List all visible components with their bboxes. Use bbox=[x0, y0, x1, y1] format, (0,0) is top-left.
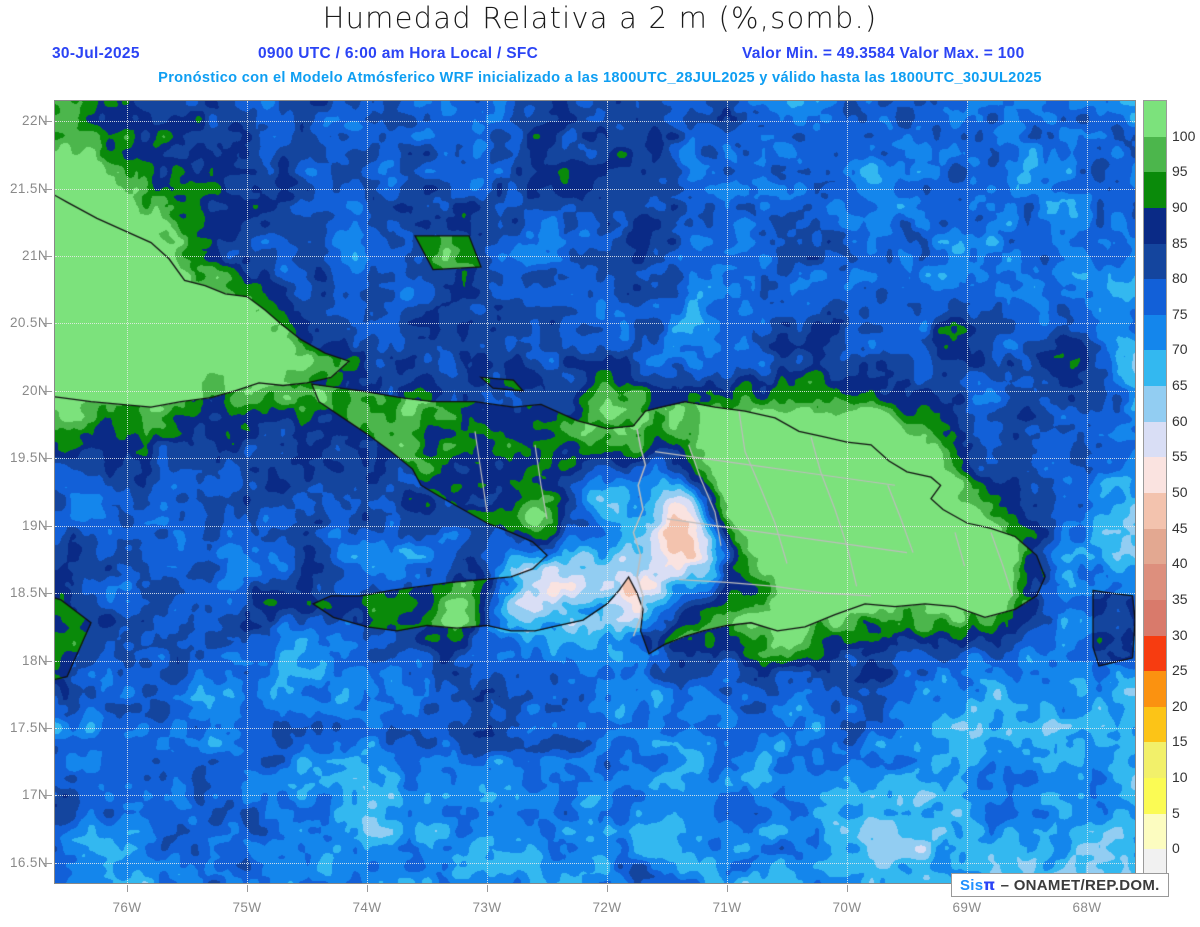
lat-tick-label: 19.5N bbox=[9, 450, 48, 466]
lon-tick-mark bbox=[847, 885, 848, 892]
lat-tick-label: 22N bbox=[22, 113, 48, 129]
colorbar-band bbox=[1144, 350, 1166, 387]
colorbar-tick-label: 0 bbox=[1172, 840, 1180, 857]
lon-tick-label: 69W bbox=[952, 900, 982, 915]
colorbar-band bbox=[1144, 599, 1166, 637]
colorbar-tick-label: 35 bbox=[1172, 590, 1188, 607]
lat-tick-mark bbox=[44, 525, 52, 527]
valid-time-label: 0900 UTC / 6:00 am Hora Local / SFC bbox=[258, 45, 539, 62]
colorbar-tick-label: 45 bbox=[1172, 519, 1188, 536]
lon-tick-mark bbox=[727, 885, 728, 892]
colorbar-tick-label: 50 bbox=[1172, 484, 1188, 500]
colorbar-band bbox=[1144, 279, 1166, 316]
chart-header: Humedad Relativa a 2 m (%,somb.) 30-Jul-… bbox=[0, 0, 1200, 96]
map-plot-area[interactable] bbox=[54, 100, 1136, 884]
lat-tick-mark bbox=[44, 323, 52, 325]
colorbar-tick-label: 55 bbox=[1172, 448, 1188, 465]
lon-tick-label: 75W bbox=[232, 900, 262, 915]
colorbar-band bbox=[1144, 742, 1166, 779]
lat-tick-label: 21.5N bbox=[9, 180, 48, 196]
colorbar-tick-label: 5 bbox=[1172, 804, 1180, 821]
valid-date-label: 30-Jul-2025 bbox=[52, 45, 140, 62]
lat-tick-mark bbox=[44, 390, 52, 392]
colorbar-tick-label: 40 bbox=[1172, 555, 1188, 572]
colorbar-band bbox=[1144, 564, 1166, 601]
colorbar-tick-label: 70 bbox=[1172, 341, 1188, 358]
lat-tick-mark bbox=[44, 862, 52, 864]
min-max-label: Valor Min. = 49.3584 Valor Max. = 100 bbox=[742, 45, 1025, 62]
colorbar-band bbox=[1144, 671, 1166, 708]
humidity-shading-canvas bbox=[55, 101, 1135, 883]
colorbar-band bbox=[1144, 493, 1166, 530]
colorbar-tick-label: 100 bbox=[1172, 127, 1196, 144]
lon-tick-label: 76W bbox=[112, 900, 142, 915]
colorbar-band bbox=[1144, 207, 1166, 245]
lat-tick-label: 16.5N bbox=[9, 854, 48, 870]
colorbar-band bbox=[1144, 243, 1166, 280]
colorbar-band bbox=[1144, 635, 1166, 672]
colorbar-band bbox=[1144, 172, 1166, 209]
lat-tick-label: 17.5N bbox=[9, 719, 48, 735]
lon-tick-mark bbox=[367, 885, 368, 892]
colorbar-tick-label: 85 bbox=[1172, 234, 1188, 251]
colorbar-tick-label: 90 bbox=[1172, 198, 1188, 215]
colorbar-tick-label: 75 bbox=[1172, 305, 1188, 322]
colorbar-band bbox=[1144, 778, 1166, 815]
colorbar-band bbox=[1144, 813, 1166, 850]
lon-tick-label: 70W bbox=[832, 900, 862, 915]
lat-tick-label: 17N bbox=[22, 787, 48, 803]
colorbar-band bbox=[1144, 101, 1166, 138]
colorbar-tick-label: 80 bbox=[1172, 270, 1188, 287]
colorbar-band bbox=[1144, 457, 1166, 494]
colorbar-band bbox=[1144, 421, 1166, 458]
lon-tick-label: 68W bbox=[1072, 900, 1102, 915]
colorbar-tick-label: 10 bbox=[1172, 769, 1188, 786]
colorbar-tick-label: 95 bbox=[1172, 163, 1188, 180]
lon-tick-label: 74W bbox=[352, 900, 382, 915]
sispi-onamet-logo: Sis π – ONAMET/REP.DOM. bbox=[951, 873, 1169, 897]
lat-tick-label: 18.5N bbox=[9, 585, 48, 601]
lat-tick-mark bbox=[44, 458, 52, 460]
lat-tick-mark bbox=[44, 593, 52, 595]
lat-tick-label: 20.5N bbox=[9, 315, 48, 331]
colorbar-tick-label: 20 bbox=[1172, 697, 1188, 714]
lat-tick-mark bbox=[44, 660, 52, 662]
lat-tick-mark bbox=[44, 121, 52, 123]
lon-tick-label: 73W bbox=[472, 900, 502, 915]
lat-tick-label: 20N bbox=[22, 382, 48, 398]
lat-tick-label: 21N bbox=[22, 248, 48, 264]
lat-tick-mark bbox=[44, 727, 52, 729]
lon-tick-mark bbox=[247, 885, 248, 892]
colorbar-tick-label: 60 bbox=[1172, 412, 1188, 429]
logo-pi-icon: π bbox=[983, 876, 996, 894]
colorbar-band bbox=[1144, 386, 1166, 423]
colorbar-band bbox=[1144, 706, 1166, 743]
colorbar bbox=[1143, 100, 1167, 886]
colorbar-tick-label: 15 bbox=[1172, 733, 1188, 750]
logo-sis-text: Sis bbox=[960, 876, 984, 894]
lat-tick-label: 18N bbox=[22, 652, 48, 668]
page-title: Humedad Relativa a 2 m (%,somb.) bbox=[322, 1, 878, 35]
lat-tick-mark bbox=[44, 188, 52, 190]
colorbar-tick-label: 30 bbox=[1172, 626, 1188, 643]
colorbar-tick-label: 25 bbox=[1172, 662, 1188, 679]
colorbar-band bbox=[1144, 136, 1166, 173]
lon-tick-mark bbox=[487, 885, 488, 892]
lon-tick-mark bbox=[127, 885, 128, 892]
lon-tick-label: 72W bbox=[592, 900, 622, 915]
model-description-label: Pronóstico con el Modelo Atmósferico WRF… bbox=[158, 70, 1042, 86]
colorbar-band bbox=[1144, 528, 1166, 565]
logo-org-text: – ONAMET/REP.DOM. bbox=[1000, 876, 1160, 894]
lon-tick-label: 71W bbox=[712, 900, 742, 915]
lat-tick-mark bbox=[44, 795, 52, 797]
lat-tick-label: 19N bbox=[22, 517, 48, 533]
colorbar-band bbox=[1144, 314, 1166, 351]
lon-tick-mark bbox=[607, 885, 608, 892]
lat-tick-mark bbox=[44, 256, 52, 258]
colorbar-tick-label: 65 bbox=[1172, 377, 1188, 394]
